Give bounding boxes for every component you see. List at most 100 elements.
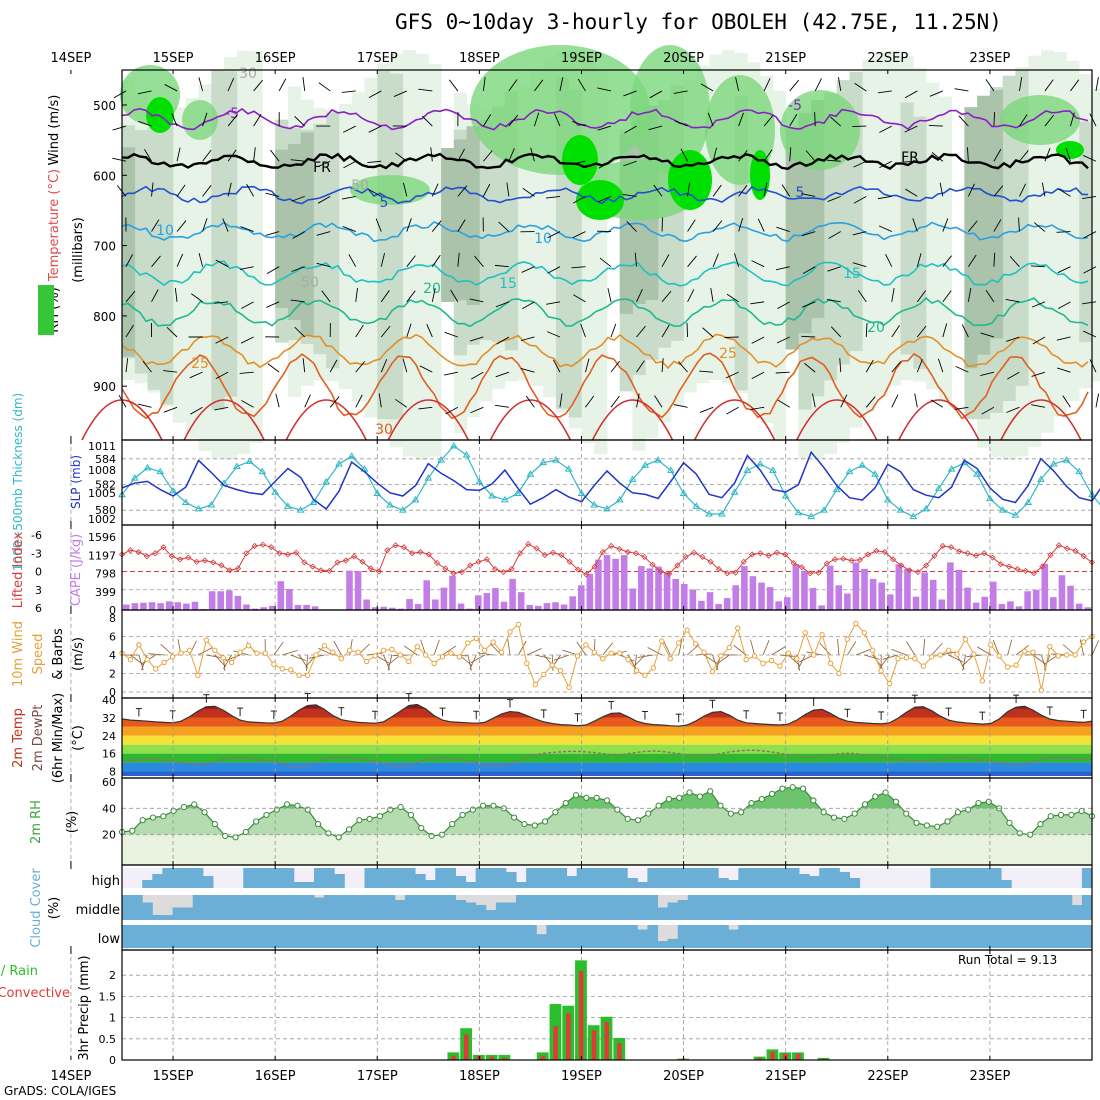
wind-barb xyxy=(378,393,382,408)
wind-barb xyxy=(448,79,459,92)
cloud-bar xyxy=(142,902,153,920)
cape-bar xyxy=(723,598,731,610)
cloud-bar xyxy=(435,868,446,888)
thickness-point xyxy=(462,451,471,458)
wind-barb xyxy=(942,218,949,232)
wind10m-point xyxy=(498,649,505,655)
li-point xyxy=(516,550,524,557)
wind-barb xyxy=(928,124,943,127)
cape-bar xyxy=(732,585,740,610)
wind-barb xyxy=(522,188,535,197)
contour-label: 10 xyxy=(534,231,552,247)
rh2m-point xyxy=(954,809,961,816)
cloud-bar xyxy=(930,895,941,920)
li-tick: -3 xyxy=(31,547,42,560)
precip-conv-bar xyxy=(821,1058,826,1060)
rh-shade xyxy=(900,102,914,355)
wind-barb xyxy=(125,358,129,373)
thickness-point xyxy=(398,506,407,513)
cape-bar xyxy=(1041,563,1049,610)
thickness-point xyxy=(730,488,739,495)
rh2m-point xyxy=(170,807,177,815)
wind-barb xyxy=(1033,222,1046,232)
cape-bar xyxy=(294,604,302,610)
cloud-bar xyxy=(1071,925,1083,948)
wind10m-point xyxy=(802,630,808,636)
li-point xyxy=(301,559,308,566)
li-point xyxy=(351,553,358,560)
wind-barb xyxy=(291,195,305,202)
wind10m-point xyxy=(237,649,243,655)
wind10m-barb xyxy=(762,640,770,656)
isotherm--5 xyxy=(121,107,1089,131)
wind-barb xyxy=(426,323,433,338)
precip-total-bar xyxy=(498,1054,511,1060)
cloud-bar xyxy=(445,868,456,888)
precip-conv-bar xyxy=(540,1055,546,1060)
rh-shade xyxy=(134,129,148,374)
pressure-tick: 700 xyxy=(93,240,116,254)
wind10m-barb xyxy=(962,654,966,671)
rh2m-point xyxy=(418,824,425,832)
cape-bar xyxy=(208,591,216,610)
li-point xyxy=(939,542,946,550)
contour-label: 50 xyxy=(301,275,319,291)
cape-bar xyxy=(886,594,894,610)
cape-bar xyxy=(595,559,602,610)
wind-barb xyxy=(142,360,152,373)
cape-bar xyxy=(921,572,928,610)
cloud-bar xyxy=(596,895,608,920)
cloud-bar xyxy=(970,895,982,920)
cape-bar xyxy=(844,593,851,610)
wind-barb xyxy=(802,301,816,308)
wind-barb xyxy=(857,290,867,303)
cloud-bar xyxy=(839,872,850,888)
wind-barb xyxy=(610,395,620,408)
wind-barb xyxy=(202,149,212,162)
wind-barb xyxy=(495,301,510,308)
cloud-bar xyxy=(223,895,234,920)
wind-barb xyxy=(1056,336,1071,341)
thickness-point xyxy=(437,456,445,463)
contour-label: 30 xyxy=(375,422,393,438)
cloud-bar xyxy=(627,895,638,920)
ylabel-wind10m-3: & Barbs xyxy=(51,628,66,680)
wind-barb xyxy=(801,335,816,338)
wind-barb xyxy=(804,362,816,373)
cloud-bar xyxy=(788,925,800,948)
date-label-top: 22SEP xyxy=(867,51,908,66)
contour-label: 10 xyxy=(156,223,174,239)
li-point xyxy=(475,558,482,565)
wind-barb xyxy=(865,359,874,373)
wind10m-point xyxy=(406,658,412,665)
cloud-bar xyxy=(253,925,264,948)
wind-barb xyxy=(246,184,255,197)
cape-bar xyxy=(406,599,413,610)
wind10m-barb xyxy=(562,649,578,656)
wind10m-point xyxy=(574,653,581,659)
wind-barb xyxy=(571,160,586,165)
wind-barb xyxy=(942,255,952,267)
rh2m-point xyxy=(335,834,342,841)
wind-barb xyxy=(329,359,338,373)
wind10m-barb xyxy=(1079,639,1084,656)
date-label-top: 20SEP xyxy=(663,51,704,66)
temp-band xyxy=(122,726,1092,736)
wind-barb xyxy=(547,266,561,274)
wind10m-point xyxy=(819,631,825,638)
rh2m-point xyxy=(541,818,549,825)
slp-tick: 1002 xyxy=(88,513,116,526)
cloud-bar xyxy=(839,895,850,920)
wind-barb xyxy=(687,182,691,197)
li-point xyxy=(185,554,192,561)
thickness-point xyxy=(590,501,599,508)
cloud-bar xyxy=(192,895,204,920)
cloud-bar xyxy=(748,895,760,920)
wind-barb xyxy=(1082,301,1097,305)
wind-barb xyxy=(763,114,774,127)
date-label-bottom: 16SEP xyxy=(255,1069,296,1084)
li-point xyxy=(458,569,465,576)
cloud-bar xyxy=(647,868,659,888)
cloud-bar xyxy=(738,925,749,948)
cloud-bar xyxy=(879,925,891,948)
